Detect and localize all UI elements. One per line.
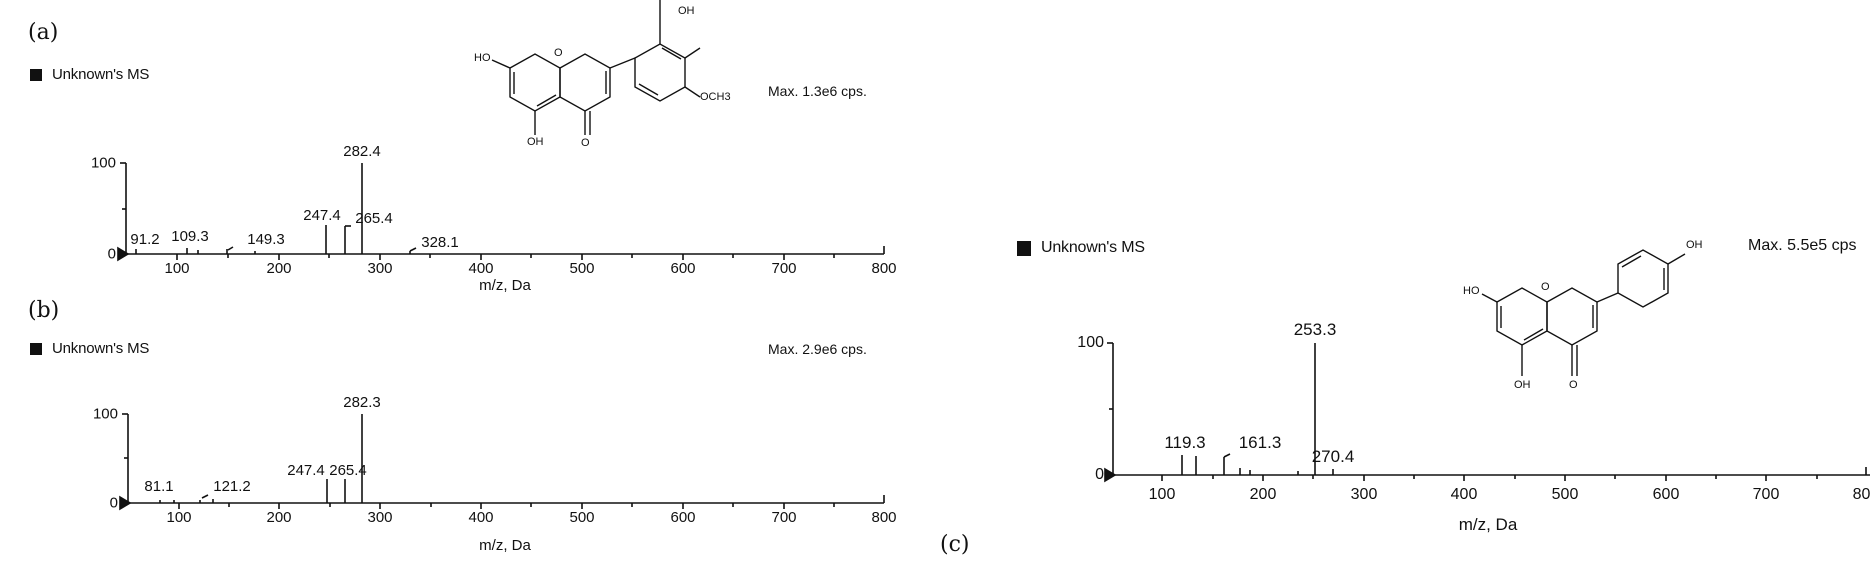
panel-a-xtick: 600 — [670, 260, 696, 277]
panel-c-max: Max. 5.5e5 cps — [1748, 237, 1857, 254]
peak-label: 91.2 — [130, 231, 160, 248]
panel-a-xtick: 500 — [569, 260, 595, 277]
panel-a-ytick-0: 0 — [107, 245, 116, 263]
peak-label: 247.4 — [287, 462, 325, 479]
legend-square-icon — [1017, 240, 1031, 256]
legend-square-icon — [30, 68, 42, 81]
panel-c-legend-label: Unknown's MS — [1041, 239, 1145, 256]
chem-label: O — [581, 137, 590, 149]
peak-label: 328.1 — [421, 234, 459, 251]
panel-a-axes — [117, 162, 885, 262]
panel-b-axes — [119, 413, 885, 511]
peak-label: 121.2 — [213, 478, 251, 495]
chem-label: OH — [678, 5, 695, 17]
panel-a-peaks — [135, 163, 417, 254]
panel-b-xtick: 600 — [670, 509, 696, 526]
chem-label: O — [1569, 379, 1578, 391]
panel-a-legend: Unknown's MS — [30, 67, 149, 82]
panel-b-legend-label: Unknown's MS — [52, 340, 150, 357]
panel-c-xtick: 600 — [1652, 486, 1680, 503]
chem-label: OCH3 — [700, 91, 731, 103]
panel-a-xtick: 800 — [871, 260, 897, 277]
panel-c-xtick: 800 — [1852, 486, 1871, 503]
chem-structure-a — [491, 0, 701, 135]
panel-b-xtick: 200 — [266, 509, 292, 526]
chem-label: HO — [474, 52, 491, 64]
peak-label: 270.4 — [1311, 447, 1355, 466]
chem-label: HO — [1463, 285, 1480, 297]
panel-b-x-axis-title: m/z, Da — [479, 537, 531, 554]
panel-a-legend-label: Unknown's MS — [52, 66, 150, 83]
panel-a-max: Max. 1.3e6 cps. — [768, 83, 867, 99]
panel-b-xtick: 800 — [871, 509, 897, 526]
peak-label: 81.1 — [144, 478, 174, 495]
chem-label: O — [1541, 281, 1550, 293]
chem-label: OH — [527, 136, 544, 148]
panel-b-letter: (b) — [28, 298, 60, 323]
panel-b-max: Max. 2.9e6 cps. — [768, 341, 867, 357]
peak-label: 247.4 — [303, 207, 341, 224]
panel-b-legend: Unknown's MS — [30, 341, 149, 356]
peak-label: 253.3 — [1293, 320, 1337, 339]
panel-c-x-axis-title: m/z, Da — [1458, 515, 1518, 534]
panel-a-xtick: 400 — [468, 260, 494, 277]
legend-square-icon — [30, 342, 42, 355]
panel-a-x-axis-title: m/z, Da — [479, 277, 531, 294]
panel-c-letter: (c) — [940, 532, 970, 557]
peak-label: 149.3 — [247, 231, 285, 248]
panel-a-letter: (a) — [28, 20, 59, 45]
panel-c-xtick: 200 — [1249, 486, 1277, 503]
chem-label: OH — [1686, 239, 1703, 251]
panel-a-xtick: 200 — [266, 260, 292, 277]
peak-label: 161.3 — [1238, 433, 1282, 452]
panel-c-xtick: 700 — [1752, 486, 1780, 503]
panel-b-xtick: 300 — [367, 509, 393, 526]
chem-label: OH — [1514, 379, 1531, 391]
panel-b-ytick-0: 0 — [109, 494, 118, 512]
panel-a-xtick: 100 — [164, 260, 190, 277]
panel-c-ytick-0: 0 — [1095, 466, 1104, 483]
panel-b-ytick-100: 100 — [92, 405, 118, 423]
panel-b-xtick: 700 — [771, 509, 797, 526]
panel-c-xtick: 500 — [1551, 486, 1579, 503]
panel-c-xtick: 100 — [1148, 486, 1176, 503]
peak-label: 265.4 — [355, 210, 393, 227]
peak-label: 265.4 — [329, 462, 367, 479]
panel-b-xtick: 100 — [166, 509, 192, 526]
panel-c-xtick: 300 — [1350, 486, 1378, 503]
peak-label: 282.3 — [343, 394, 381, 411]
panel-c-ytick-100: 100 — [1077, 334, 1104, 351]
panel-c-legend: Unknown's MS — [1017, 240, 1145, 256]
peak-label: 119.3 — [1164, 433, 1206, 452]
panel-c-xtick: 400 — [1450, 486, 1478, 503]
panel-a-ytick-100: 100 — [90, 154, 116, 172]
panel-b-peaks — [159, 414, 363, 503]
panel-c-peaks — [1181, 343, 1334, 475]
panel-b-xtick: 400 — [468, 509, 494, 526]
panel-a-xtick: 700 — [771, 260, 797, 277]
panel-b-xtick: 500 — [569, 509, 595, 526]
panel-c-axes — [1104, 342, 1870, 483]
chem-label: O — [554, 47, 563, 59]
panel-a-xtick: 300 — [367, 260, 393, 277]
peak-label: 109.3 — [171, 228, 209, 245]
peak-label: 282.4 — [343, 143, 381, 160]
chem-structure-c — [1481, 249, 1686, 376]
